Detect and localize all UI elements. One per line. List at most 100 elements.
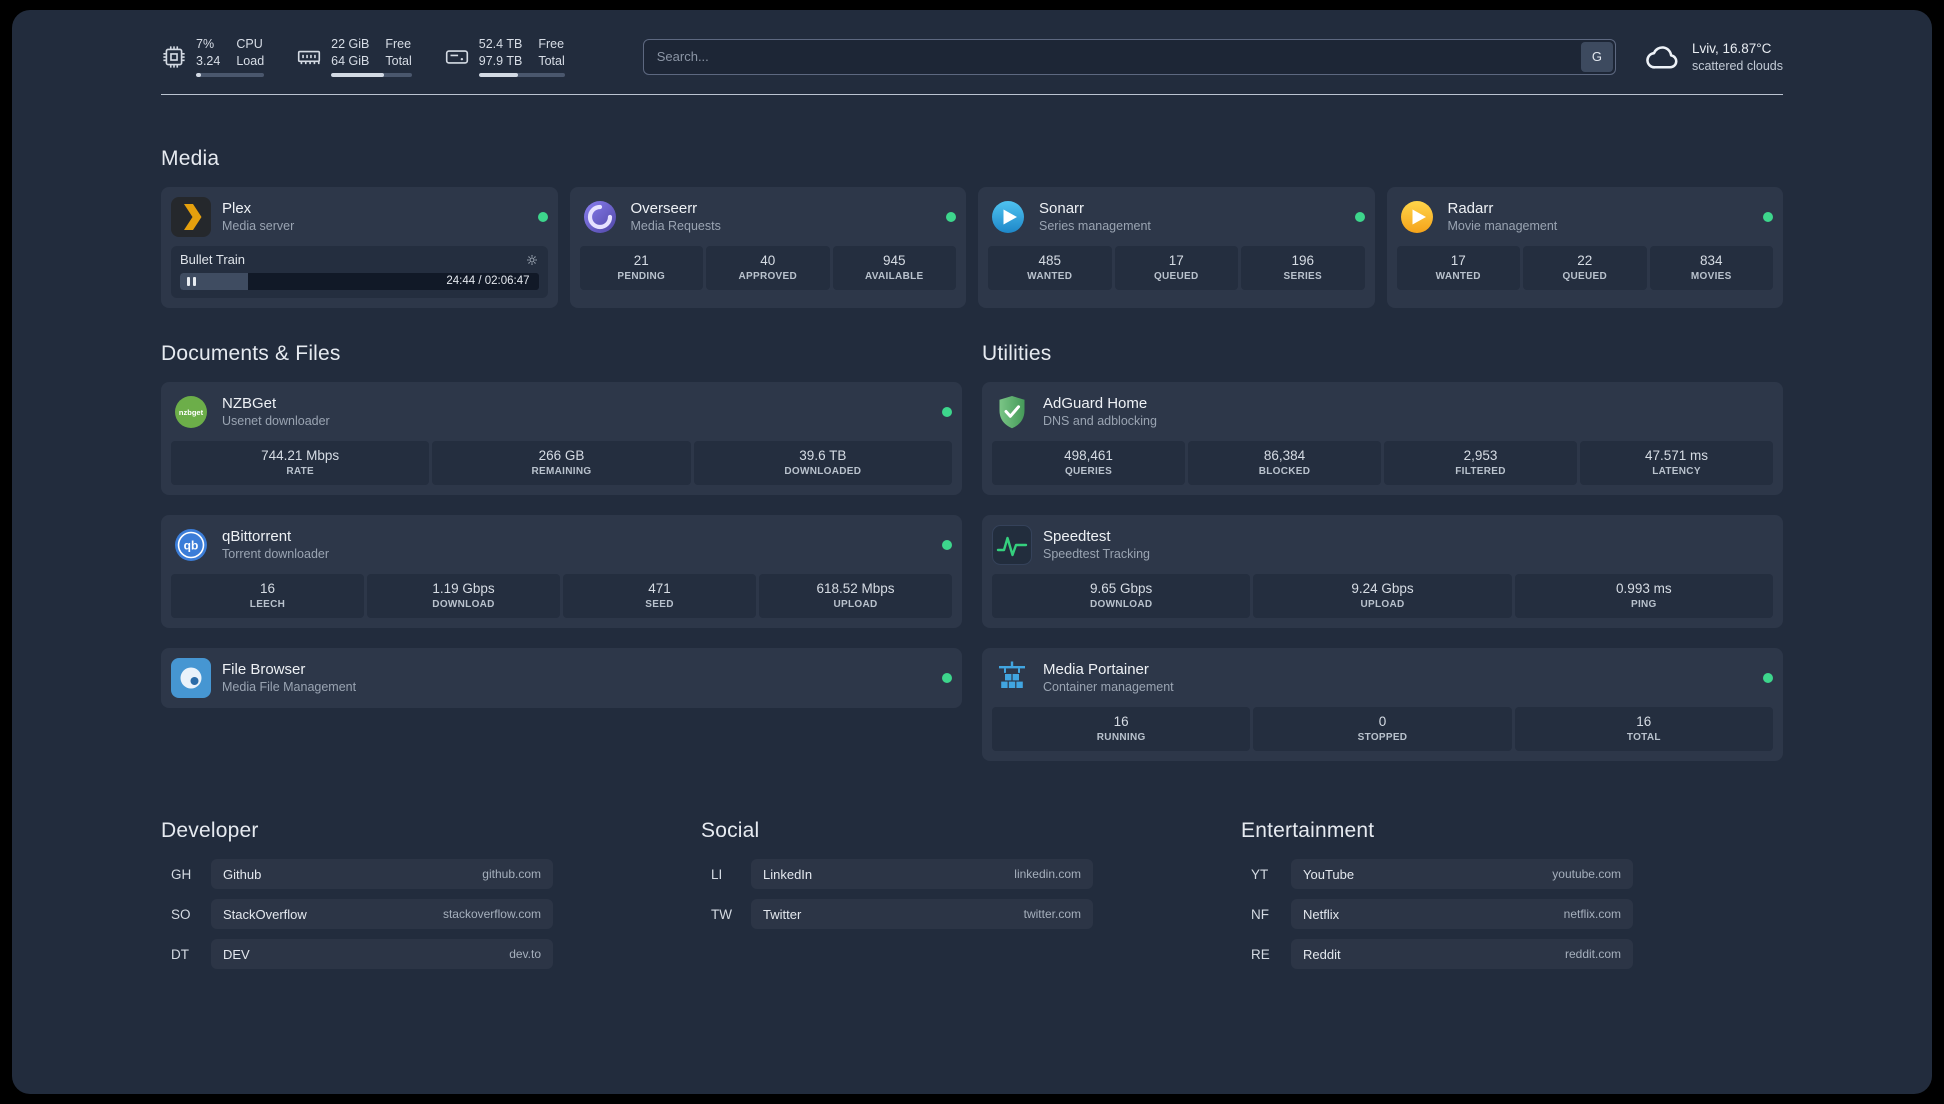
service-header: Speedtest Speedtest Tracking xyxy=(992,525,1773,565)
service-description: Media server xyxy=(222,219,295,234)
service-card-speedtest[interactable]: Speedtest Speedtest Tracking 9.65 Gbps D… xyxy=(982,515,1783,628)
bookmark-abbr: NF xyxy=(1251,906,1269,922)
service-name: Overseerr xyxy=(630,199,698,217)
weather-widget[interactable]: Lviv, 16.87°C scattered clouds xyxy=(1644,38,1783,76)
memory-free-value: 22 GiB xyxy=(331,37,370,51)
stat-value: 618.52 Mbps xyxy=(816,581,895,596)
cpu-load-label: Load xyxy=(236,53,265,68)
stat-value: 39.6 TB xyxy=(799,448,847,463)
stat-tile: 485 WANTED xyxy=(988,246,1112,290)
bookmark-link-linkedin[interactable]: LinkedIn linkedin.com xyxy=(751,859,1093,889)
bookmark-link-github[interactable]: Github github.com xyxy=(211,859,553,889)
service-name: AdGuard Home xyxy=(1043,394,1148,412)
bookmark-link-stackoverflow[interactable]: StackOverflow stackoverflow.com xyxy=(211,899,553,929)
stat-tile: 945 AVAILABLE xyxy=(832,246,956,290)
bookmark-link-dev[interactable]: DEV dev.to xyxy=(211,939,553,969)
stat-label: AVAILABLE xyxy=(865,271,924,282)
service-card-nzbget[interactable]: nzbget NZBGet Usenet downloader 744.21 M… xyxy=(161,382,962,495)
stat-value: 16 xyxy=(259,581,276,596)
service-description: DNS and adblocking xyxy=(1043,414,1157,429)
stat-tile: 16 RUNNING xyxy=(992,707,1251,751)
stat-value: 16 xyxy=(1113,714,1129,729)
service-card-filebrowser[interactable]: File Browser Media File Management xyxy=(161,648,962,708)
service-description: Usenet downloader xyxy=(222,414,330,429)
service-header: qb qBittorrent Torrent downloader xyxy=(171,525,952,565)
service-stats: 16 RUNNING 0 STOPPED 16 TOTAL xyxy=(992,707,1773,751)
service-meta: Sonarr Series management xyxy=(1039,200,1151,235)
bookmark-link-twitter[interactable]: Twitter twitter.com xyxy=(751,899,1093,929)
pause-icon[interactable] xyxy=(187,277,196,286)
stat-label: LEECH xyxy=(249,599,286,610)
bookmark-link-netflix[interactable]: Netflix netflix.com xyxy=(1291,899,1633,929)
topbar: 7% CPU 3.24 Load 22 Gi xyxy=(161,36,1783,77)
playback-progress-bar[interactable]: 24:44 / 02:06:47 xyxy=(180,273,539,290)
stat-tile: 47.571 ms LATENCY xyxy=(1580,441,1773,485)
service-card-radarr[interactable]: Radarr Movie management 17 WANTED 22 QUE… xyxy=(1386,187,1783,308)
overseerr-icon xyxy=(583,201,616,233)
section-title-utilities: Utilities xyxy=(982,342,1052,365)
status-dot xyxy=(1763,212,1773,222)
bookmark-url: dev.to xyxy=(509,947,541,961)
stat-tile: 266 GB REMAINING xyxy=(432,441,691,485)
bookmark-title-developer: Developer xyxy=(161,819,259,842)
service-description: Media Requests xyxy=(630,219,721,234)
stat-label: RATE xyxy=(286,466,314,477)
stat-value: 21 xyxy=(633,253,649,268)
stat-tile: 9.65 Gbps DOWNLOAD xyxy=(992,574,1251,618)
bookmark-group-developer: Developer GH Github github.com SO StackO… xyxy=(161,819,553,979)
bookmarks: Developer GH Github github.com SO StackO… xyxy=(161,819,1783,1019)
stat-label: QUERIES xyxy=(1064,466,1113,477)
stat-label: WANTED xyxy=(1027,271,1073,282)
stat-tile: 1.19 Gbps DOWNLOAD xyxy=(367,574,560,618)
search-input[interactable] xyxy=(642,38,1616,75)
service-header: Sonarr Series management xyxy=(988,197,1365,237)
service-stats: 17 WANTED 22 QUEUED 834 MOVIES xyxy=(1396,246,1773,290)
stat-tile: 0.993 ms PING xyxy=(1514,574,1773,618)
service-card-adguard[interactable]: AdGuard Home DNS and adblocking 498,461 … xyxy=(982,382,1783,495)
stat-tile: 618.52 Mbps UPLOAD xyxy=(759,574,952,618)
bookmark-url: youtube.com xyxy=(1552,867,1621,881)
stat-label: QUEUED xyxy=(1153,271,1199,282)
service-header: File Browser Media File Management xyxy=(171,658,952,698)
service-meta: Media Portainer Container management xyxy=(1043,661,1174,696)
service-header: Radarr Movie management xyxy=(1397,197,1773,237)
service-card-portainer[interactable]: Media Portainer Container management 16 … xyxy=(982,648,1783,761)
stat-label: DOWNLOAD xyxy=(432,599,495,610)
bookmark-title-entertainment: Entertainment xyxy=(1241,819,1375,842)
dashboard-screen: 7% CPU 3.24 Load 22 Gi xyxy=(12,10,1932,1094)
stat-value: 945 xyxy=(882,253,906,268)
stat-value: 266 GB xyxy=(538,448,585,463)
stat-tile: 2,953 FILTERED xyxy=(1384,441,1577,485)
stat-tile: 744.21 Mbps RATE xyxy=(171,441,430,485)
stat-tile: 21 PENDING xyxy=(579,246,703,290)
bookmark-link-youtube[interactable]: YouTube youtube.com xyxy=(1291,859,1633,889)
stat-value: 47.571 ms xyxy=(1644,448,1709,463)
bookmark-name: LinkedIn xyxy=(763,866,813,882)
stat-tile: 16 TOTAL xyxy=(1514,707,1773,751)
stat-label: DOWNLOAD xyxy=(1089,599,1153,610)
speedtest-icon xyxy=(992,525,1032,565)
service-stats: 9.65 Gbps DOWNLOAD 9.24 Gbps UPLOAD 0.99… xyxy=(992,574,1773,618)
service-name: NZBGet xyxy=(222,394,277,412)
service-card-plex[interactable]: Plex Media server Bullet Train xyxy=(161,187,558,308)
bookmark-row: RE Reddit reddit.com xyxy=(1241,939,1633,969)
service-card-overseerr[interactable]: Overseerr Media Requests 21 PENDING 40 A… xyxy=(569,187,966,308)
service-card-sonarr[interactable]: Sonarr Series management 485 WANTED 17 Q… xyxy=(978,187,1375,308)
stat-tile: 498,461 QUERIES xyxy=(992,441,1185,485)
service-header: nzbget NZBGet Usenet downloader xyxy=(171,392,952,432)
stat-tile: 40 APPROVED xyxy=(706,246,830,290)
bookmark-link-reddit[interactable]: Reddit reddit.com xyxy=(1291,939,1633,969)
search-provider-button[interactable]: G xyxy=(1580,41,1613,72)
service-header: Overseerr Media Requests xyxy=(580,197,956,237)
bookmark-abbr: TW xyxy=(711,906,732,922)
service-name: Speedtest xyxy=(1043,527,1111,545)
status-dot xyxy=(946,212,956,222)
gear-icon[interactable] xyxy=(525,253,539,267)
stat-tile: 0 STOPPED xyxy=(1253,707,1512,751)
cpu-progress-fill xyxy=(196,73,202,77)
stat-label: RUNNING xyxy=(1096,732,1146,743)
bookmark-row: LI LinkedIn linkedin.com xyxy=(701,859,1093,889)
service-card-qbittorrent[interactable]: qb qBittorrent Torrent downloader 16 LEE… xyxy=(161,515,962,628)
memory-readout: 22 GiB Free 64 GiB Total xyxy=(331,36,412,77)
cpu-readout: 7% CPU 3.24 Load xyxy=(196,36,265,77)
